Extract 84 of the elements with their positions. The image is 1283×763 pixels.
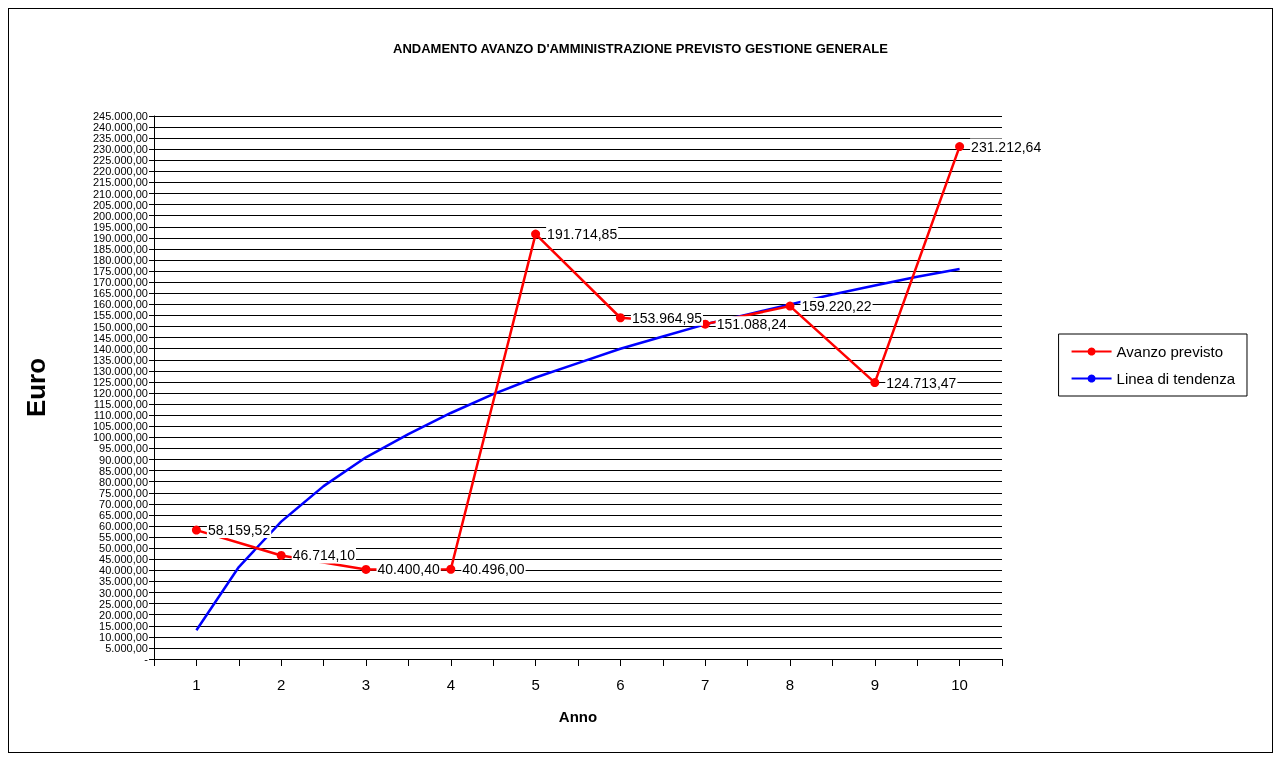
x-tick-label: 3 [361, 676, 371, 693]
y-tick-label: 25.000,00 [99, 597, 148, 610]
legend-label: Linea di tendenza [1116, 370, 1236, 387]
point [955, 142, 965, 152]
y-tick-label: 15.000,00 [99, 619, 148, 632]
y-tick-label: 180.000,00 [92, 254, 148, 267]
y-tick-label: 10.000,00 [99, 630, 148, 643]
y-tick-label: 130.000,00 [92, 364, 148, 377]
y-tick-label: 85.000,00 [99, 464, 148, 477]
y-tick-label: 65.000,00 [99, 508, 148, 521]
y-tick-label: 125.000,00 [92, 375, 148, 388]
y-tick-label: 205.000,00 [92, 198, 148, 211]
y-tick-label: 175.000,00 [92, 265, 148, 278]
x-tick-label: 1 [192, 676, 201, 693]
y-tick-label: 200.000,00 [92, 209, 148, 222]
data-label: 124.713,47 [886, 374, 957, 391]
data-label: 40.496,00 [462, 561, 525, 578]
y-tick-label: 210.000,00 [92, 187, 148, 200]
y-tick-label: 55.000,00 [99, 531, 148, 544]
data-label: 191.714,85 [547, 226, 618, 243]
y-tick-label: 75.000,00 [99, 486, 148, 499]
y-tick-label: 35.000,00 [99, 575, 148, 588]
point [870, 378, 880, 388]
data-label: 40.400,40 [377, 561, 440, 578]
y-tick-label: 50.000,00 [99, 542, 148, 555]
y-tick-label: 170.000,00 [92, 276, 148, 289]
x-tick-label: 5 [531, 676, 540, 693]
x-tick-label: 4 [446, 676, 455, 693]
data-label: 46.714,10 [292, 547, 356, 564]
y-tick-label: 110.000,00 [93, 409, 148, 422]
x-tick-label: 10 [951, 676, 968, 693]
point [361, 564, 371, 574]
y-tick-label: 80.000,00 [99, 475, 148, 488]
y-tick-label: 145.000,00 [92, 331, 148, 344]
point [446, 564, 456, 574]
y-tick-label: 115.000,00 [93, 398, 148, 411]
y-tick-label: - [144, 653, 149, 665]
point [531, 229, 541, 239]
y-tick-label: 120.000,00 [92, 387, 148, 400]
y-tick-label: 240.000,00 [92, 121, 148, 134]
y-tick-label: 195.000,00 [92, 220, 148, 233]
data-label: 151.088,24 [716, 316, 787, 333]
point [191, 525, 201, 535]
point [785, 301, 795, 311]
point [615, 313, 625, 323]
chart-title: ANDAMENTO AVANZO D'AMMINISTRAZIONE PREVISTO GESTIONE GENERALE [393, 41, 889, 56]
point [276, 550, 286, 560]
y-axis-title: Euro [21, 357, 51, 418]
y-tick-label: 5.000,00 [105, 641, 148, 654]
y-tick-label: 30.000,00 [99, 586, 148, 599]
x-tick-label: 2 [277, 676, 286, 693]
y-tick-label: 225.000,00 [92, 154, 148, 167]
y-tick-label: 220.000,00 [92, 165, 148, 178]
y-tick-label: 190.000,00 [92, 231, 148, 244]
data-label: 153.964,95 [631, 309, 703, 326]
data-label: 58.159,52 [207, 522, 271, 539]
y-tick-label: 235.000,00 [92, 132, 148, 145]
y-tick-label: 90.000,00 [99, 453, 148, 466]
y-tick-label: 45.000,00 [99, 553, 148, 566]
y-tick-label: 150.000,00 [92, 320, 148, 333]
x-tick-label: 9 [870, 676, 879, 693]
data-label: 159.220,22 [801, 298, 872, 315]
y-tick-label: 100.000,00 [92, 431, 148, 444]
y-tick-label: 245.000,00 [92, 110, 148, 122]
y-tick-label: 160.000,00 [92, 298, 148, 311]
x-tick-label: 6 [616, 676, 625, 693]
y-tick-label: 95.000,00 [99, 442, 148, 455]
legend-label: Avanzo previsto [1116, 343, 1224, 360]
y-tick-label: 165.000,00 [92, 287, 148, 300]
y-tick-label: 155.000,00 [92, 309, 148, 322]
y-tick-label: 105.000,00 [92, 420, 148, 433]
y-tick-label: 215.000,00 [92, 176, 148, 189]
y-tick-label: 140.000,00 [92, 342, 148, 355]
x-tick-label: 7 [701, 676, 710, 693]
y-tick-label: 135.000,00 [92, 353, 148, 366]
x-axis-title: Anno [558, 708, 598, 725]
y-tick-label: 70.000,00 [99, 497, 148, 510]
x-tick-label: 8 [785, 676, 795, 693]
y-tick-label: 185.000,00 [92, 242, 148, 255]
data-label: 231.212,64 [971, 138, 1042, 155]
y-tick-label: 20.000,00 [99, 608, 148, 621]
y-tick-label: 40.000,00 [99, 564, 148, 577]
y-tick-label: 230.000,00 [92, 143, 148, 156]
y-tick-label: 60.000,00 [99, 520, 148, 533]
